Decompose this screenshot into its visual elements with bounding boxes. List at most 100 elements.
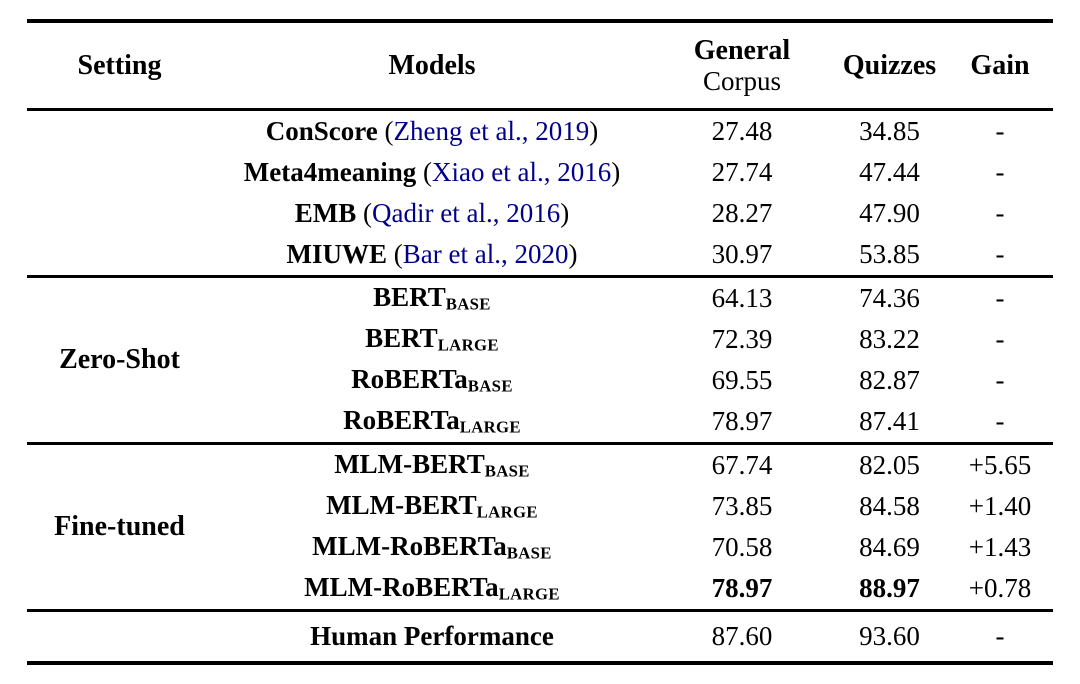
gain-value: - — [995, 239, 1005, 269]
column-header-general-line1: General — [693, 34, 791, 66]
setting-cell: Fine-tuned — [54, 511, 185, 542]
gain-value: - — [995, 283, 1005, 313]
quizzes-value: 88.97 — [859, 573, 920, 603]
model-name-cell: EMB (Qadir et al., 2016) — [212, 193, 652, 234]
model-name-cell: MLM-BERTLARGE — [212, 486, 652, 527]
model-name-text: ( — [387, 239, 403, 269]
table-row: EMB (Qadir et al., 2016) 28.27 47.90 - — [27, 193, 1053, 234]
model-name-cell: BERTBASE — [212, 277, 652, 320]
model-name-cell: MLM-RoBERTaBASE — [212, 527, 652, 568]
model-name-text: Meta4meaning — [243, 157, 417, 187]
general-corpus-value: 70.58 — [711, 532, 773, 562]
model-name-text: RoBERTa — [343, 405, 460, 436]
citation-link[interactable]: Bar et al., 2020 — [402, 239, 569, 269]
general-corpus-value: 27.48 — [711, 116, 773, 146]
model-name-text: BERT — [373, 282, 446, 313]
model-name-cell: MLM-RoBERTaLARGE — [212, 568, 652, 611]
quizzes-value: 47.90 — [859, 198, 920, 228]
quizzes-value: 93.60 — [859, 621, 920, 651]
table-header: Setting Models General Corpus Quizzes Ga… — [27, 21, 1053, 110]
model-name-text: MLM-BERT — [334, 449, 485, 480]
setting-cell — [27, 110, 212, 277]
general-corpus-value: 27.74 — [711, 157, 773, 187]
quizzes-value: 82.87 — [859, 365, 920, 395]
gain-value: - — [995, 365, 1005, 395]
general-corpus-value: 28.27 — [711, 198, 773, 228]
table-row: Zero-Shot BERTBASE 64.13 74.36- — [27, 277, 1053, 375]
general-corpus-value: 67.74 — [711, 450, 773, 480]
model-name-cell: BERTLARGE — [212, 319, 652, 360]
results-table: Setting Models General Corpus Quizzes Ga… — [27, 19, 1053, 665]
quizzes-value: 34.85 — [859, 116, 920, 146]
citation-link[interactable]: Xiao et al., 2016 — [432, 157, 612, 187]
model-name-text: ) — [589, 116, 599, 146]
table-row: Human Performance 87.60 93.60 - — [27, 611, 1053, 664]
model-name-cell: MIUWE (Bar et al., 2020) — [212, 234, 652, 277]
model-name-text: ) — [568, 239, 578, 269]
gain-value: - — [995, 116, 1005, 146]
table-row: MLM-BERTLARGE 73.85 84.58 +1.40 — [27, 486, 1053, 527]
model-size-subscript: LARGE — [498, 584, 560, 604]
model-name-cell: RoBERTaBASE — [212, 360, 652, 401]
model-name-text: MLM-RoBERTa — [304, 572, 499, 603]
gain-value: - — [995, 198, 1005, 228]
table-row: MLM-RoBERTaLARGE 78.97 88.97 +0.78 — [27, 568, 1053, 611]
model-name-text: BERT — [365, 323, 438, 354]
column-header-general-corpus: General Corpus — [652, 21, 832, 110]
model-size-subscript: BASE — [484, 461, 530, 481]
model-name-text: MIUWE — [286, 239, 388, 269]
table-section: Zero-Shot BERTBASE 64.13 74.36- BERTLARGE 72.… — [27, 277, 1053, 444]
general-corpus-value: 69.55 — [711, 365, 773, 395]
setting-cell — [27, 611, 212, 664]
column-header-setting: Setting — [77, 49, 162, 81]
model-name-text: ConScore — [265, 116, 378, 146]
table-row: RoBERTaLARGE 78.97 87.41 - — [27, 401, 1053, 444]
model-name-cell: RoBERTaLARGE — [212, 401, 652, 444]
model-name-text: ) — [560, 198, 570, 228]
quizzes-value: 84.69 — [859, 532, 920, 562]
gain-value: +0.78 — [968, 573, 1032, 603]
gain-value: - — [995, 157, 1005, 187]
column-header-models: Models — [388, 49, 476, 81]
general-corpus-value: 78.97 — [711, 406, 773, 436]
table-row: ConScore (Zheng et al., 2019) 27.48 34.85 - — [27, 110, 1053, 153]
model-name-text: MLM-RoBERTa — [312, 531, 507, 562]
gain-value: +1.43 — [968, 532, 1032, 562]
results-table-container: Setting Models General Corpus Quizzes Ga… — [27, 19, 1053, 665]
model-name-cell: Meta4meaning (Xiao et al., 2016) — [212, 152, 652, 193]
model-name-text: ( — [416, 157, 432, 187]
table-row: MIUWE (Bar et al., 2020) 30.97 53.85 - — [27, 234, 1053, 277]
model-name-cell: MLM-BERTBASE — [212, 444, 652, 487]
model-name-text: ) — [611, 157, 621, 187]
model-size-subscript: BASE — [445, 294, 491, 314]
setting-cell: Zero-Shot — [59, 344, 180, 375]
general-corpus-value: 78.97 — [711, 573, 773, 603]
quizzes-value: 53.85 — [859, 239, 920, 269]
gain-value: +1.40 — [968, 491, 1032, 521]
gain-value: - — [995, 324, 1005, 354]
column-header-gain: Gain — [970, 49, 1030, 81]
general-corpus-value: 87.60 — [711, 621, 773, 651]
gain-value: - — [995, 621, 1005, 651]
citation-link[interactable]: Zheng et al., 2019 — [393, 116, 590, 146]
model-name-text: MLM-BERT — [326, 490, 477, 521]
model-name-text: ( — [377, 116, 394, 146]
model-name-text: Human Performance — [310, 621, 554, 651]
table-row: Meta4meaning (Xiao et al., 2016) 27.74 47.… — [27, 152, 1053, 193]
table-row: RoBERTaBASE 69.55 82.87 - — [27, 360, 1053, 401]
quizzes-value: 84.58 — [859, 491, 920, 521]
table-section: Fine-tuned MLM-BERTBASE 67.74 82.05 +5.65 MLM… — [27, 444, 1053, 611]
general-corpus-value: 30.97 — [711, 239, 773, 269]
quizzes-value: 87.41 — [859, 406, 920, 436]
quizzes-value: 82.05 — [859, 450, 920, 480]
table-row: MLM-RoBERTaBASE 70.58 84.69 +1.43 — [27, 527, 1053, 568]
general-corpus-value: 64.13 — [711, 283, 773, 313]
model-size-subscript: BASE — [506, 543, 552, 563]
model-size-subscript: LARGE — [459, 417, 521, 437]
gain-value: - — [995, 406, 1005, 436]
model-name-text: RoBERTa — [351, 364, 468, 395]
column-header-general-line2: Corpus — [702, 66, 781, 97]
table-row: Fine-tuned MLM-BERTBASE 67.74 82.05 +5.65 — [27, 444, 1053, 542]
citation-link[interactable]: Qadir et al., 2016 — [372, 198, 561, 228]
model-name-text: ( — [356, 198, 373, 228]
